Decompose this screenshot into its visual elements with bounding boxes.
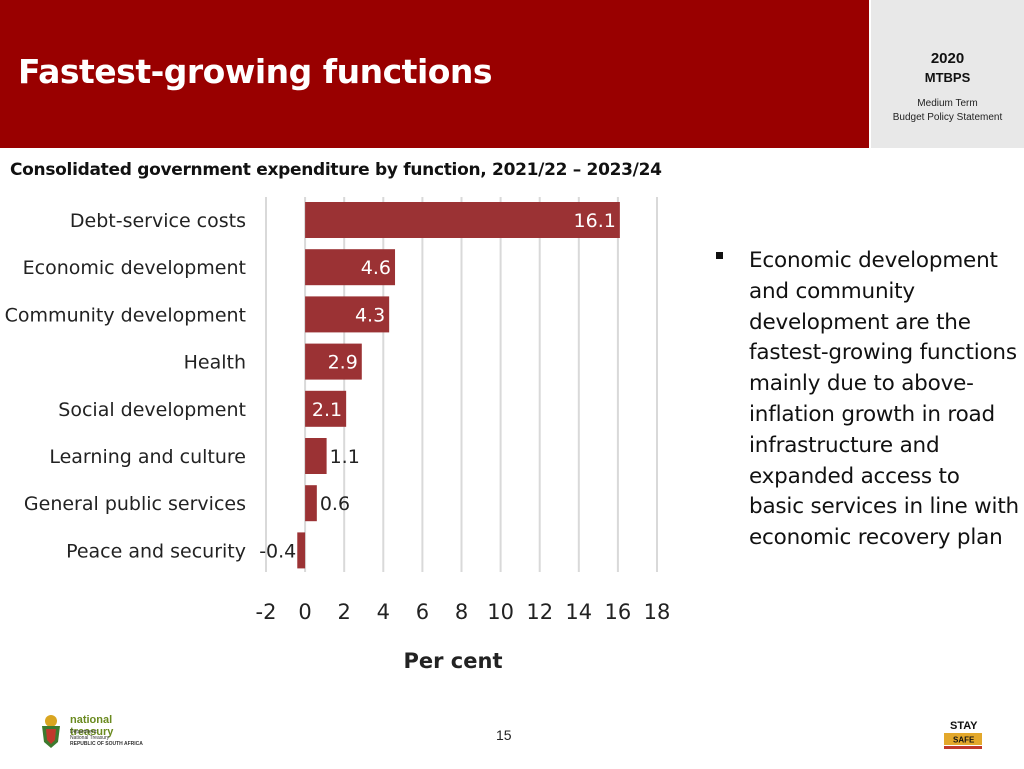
tick-label: 4 [377, 600, 390, 624]
header-bar: Fastest-growing functions [0, 0, 869, 148]
page-title: Fastest-growing functions [18, 52, 493, 91]
bullet-square-icon [716, 252, 723, 259]
stay-safe-logo: STAY SAFE [944, 720, 982, 749]
logo-line-2: National Treasury [70, 735, 110, 741]
bar [305, 390, 347, 427]
x-axis-label: Per cent [404, 649, 503, 673]
page-number: 15 [496, 727, 512, 743]
category-label: Debt-service costs [70, 210, 246, 232]
data-label: 2.1 [312, 399, 342, 421]
tick-label: 16 [605, 600, 632, 624]
coat-of-arms-icon [42, 715, 60, 748]
tick-label: 14 [565, 600, 592, 624]
bar [305, 249, 396, 286]
tick-label: 12 [526, 600, 553, 624]
logo-line-1: Department: [70, 729, 98, 735]
tick-label: 10 [487, 600, 514, 624]
tick-label: -2 [256, 600, 277, 624]
data-label: 1.1 [330, 446, 360, 468]
category-label: Community development [5, 304, 246, 326]
logo-line-3: REPUBLIC OF SOUTH AFRICA [70, 741, 143, 747]
stay-safe-bottom: SAFE [953, 736, 975, 745]
tick-label: 0 [298, 600, 311, 624]
bar [305, 202, 620, 238]
data-label: 4.6 [361, 257, 391, 279]
bar [305, 343, 362, 380]
tick-label: 2 [338, 600, 351, 624]
badge-line-1: Medium Term [917, 98, 978, 109]
bar-chart: Debt-service costs 16.1 Economic developme… [5, 197, 671, 673]
stay-safe-top: STAY [950, 720, 978, 732]
category-label: Economic development [23, 257, 246, 279]
category-label: Learning and culture [49, 446, 246, 468]
national-treasury-logo: national treasury Department: National T… [38, 710, 148, 754]
category-label: Peace and security [66, 540, 246, 562]
data-label: -0.4 [259, 540, 296, 562]
bar [297, 532, 306, 569]
tick-label: 6 [416, 600, 429, 624]
category-label: General public services [24, 493, 246, 515]
data-label: 16.1 [574, 210, 616, 232]
mtbps-badge: 2020 MTBPS Medium Term Budget Policy Sta… [871, 0, 1024, 148]
badge-acronym: MTBPS [924, 70, 971, 85]
category-label: Health [184, 352, 246, 374]
logo-name: national treasury [70, 714, 114, 738]
bar [305, 485, 317, 522]
data-label: 0.6 [320, 493, 350, 515]
chart-subtitle: Consolidated government expenditure by f… [10, 160, 662, 180]
category-label: Social development [58, 399, 246, 421]
bar [305, 296, 390, 333]
bullet-text: Economic development and community devel… [749, 248, 1019, 551]
data-label: 4.3 [355, 304, 385, 326]
badge-line-2: Budget Policy Statement [892, 112, 1003, 123]
badge-year: 2020 [930, 50, 965, 67]
tick-label: 18 [644, 600, 671, 624]
bar [305, 438, 327, 474]
tick-label: 8 [455, 600, 468, 624]
data-label: 2.9 [328, 352, 358, 374]
